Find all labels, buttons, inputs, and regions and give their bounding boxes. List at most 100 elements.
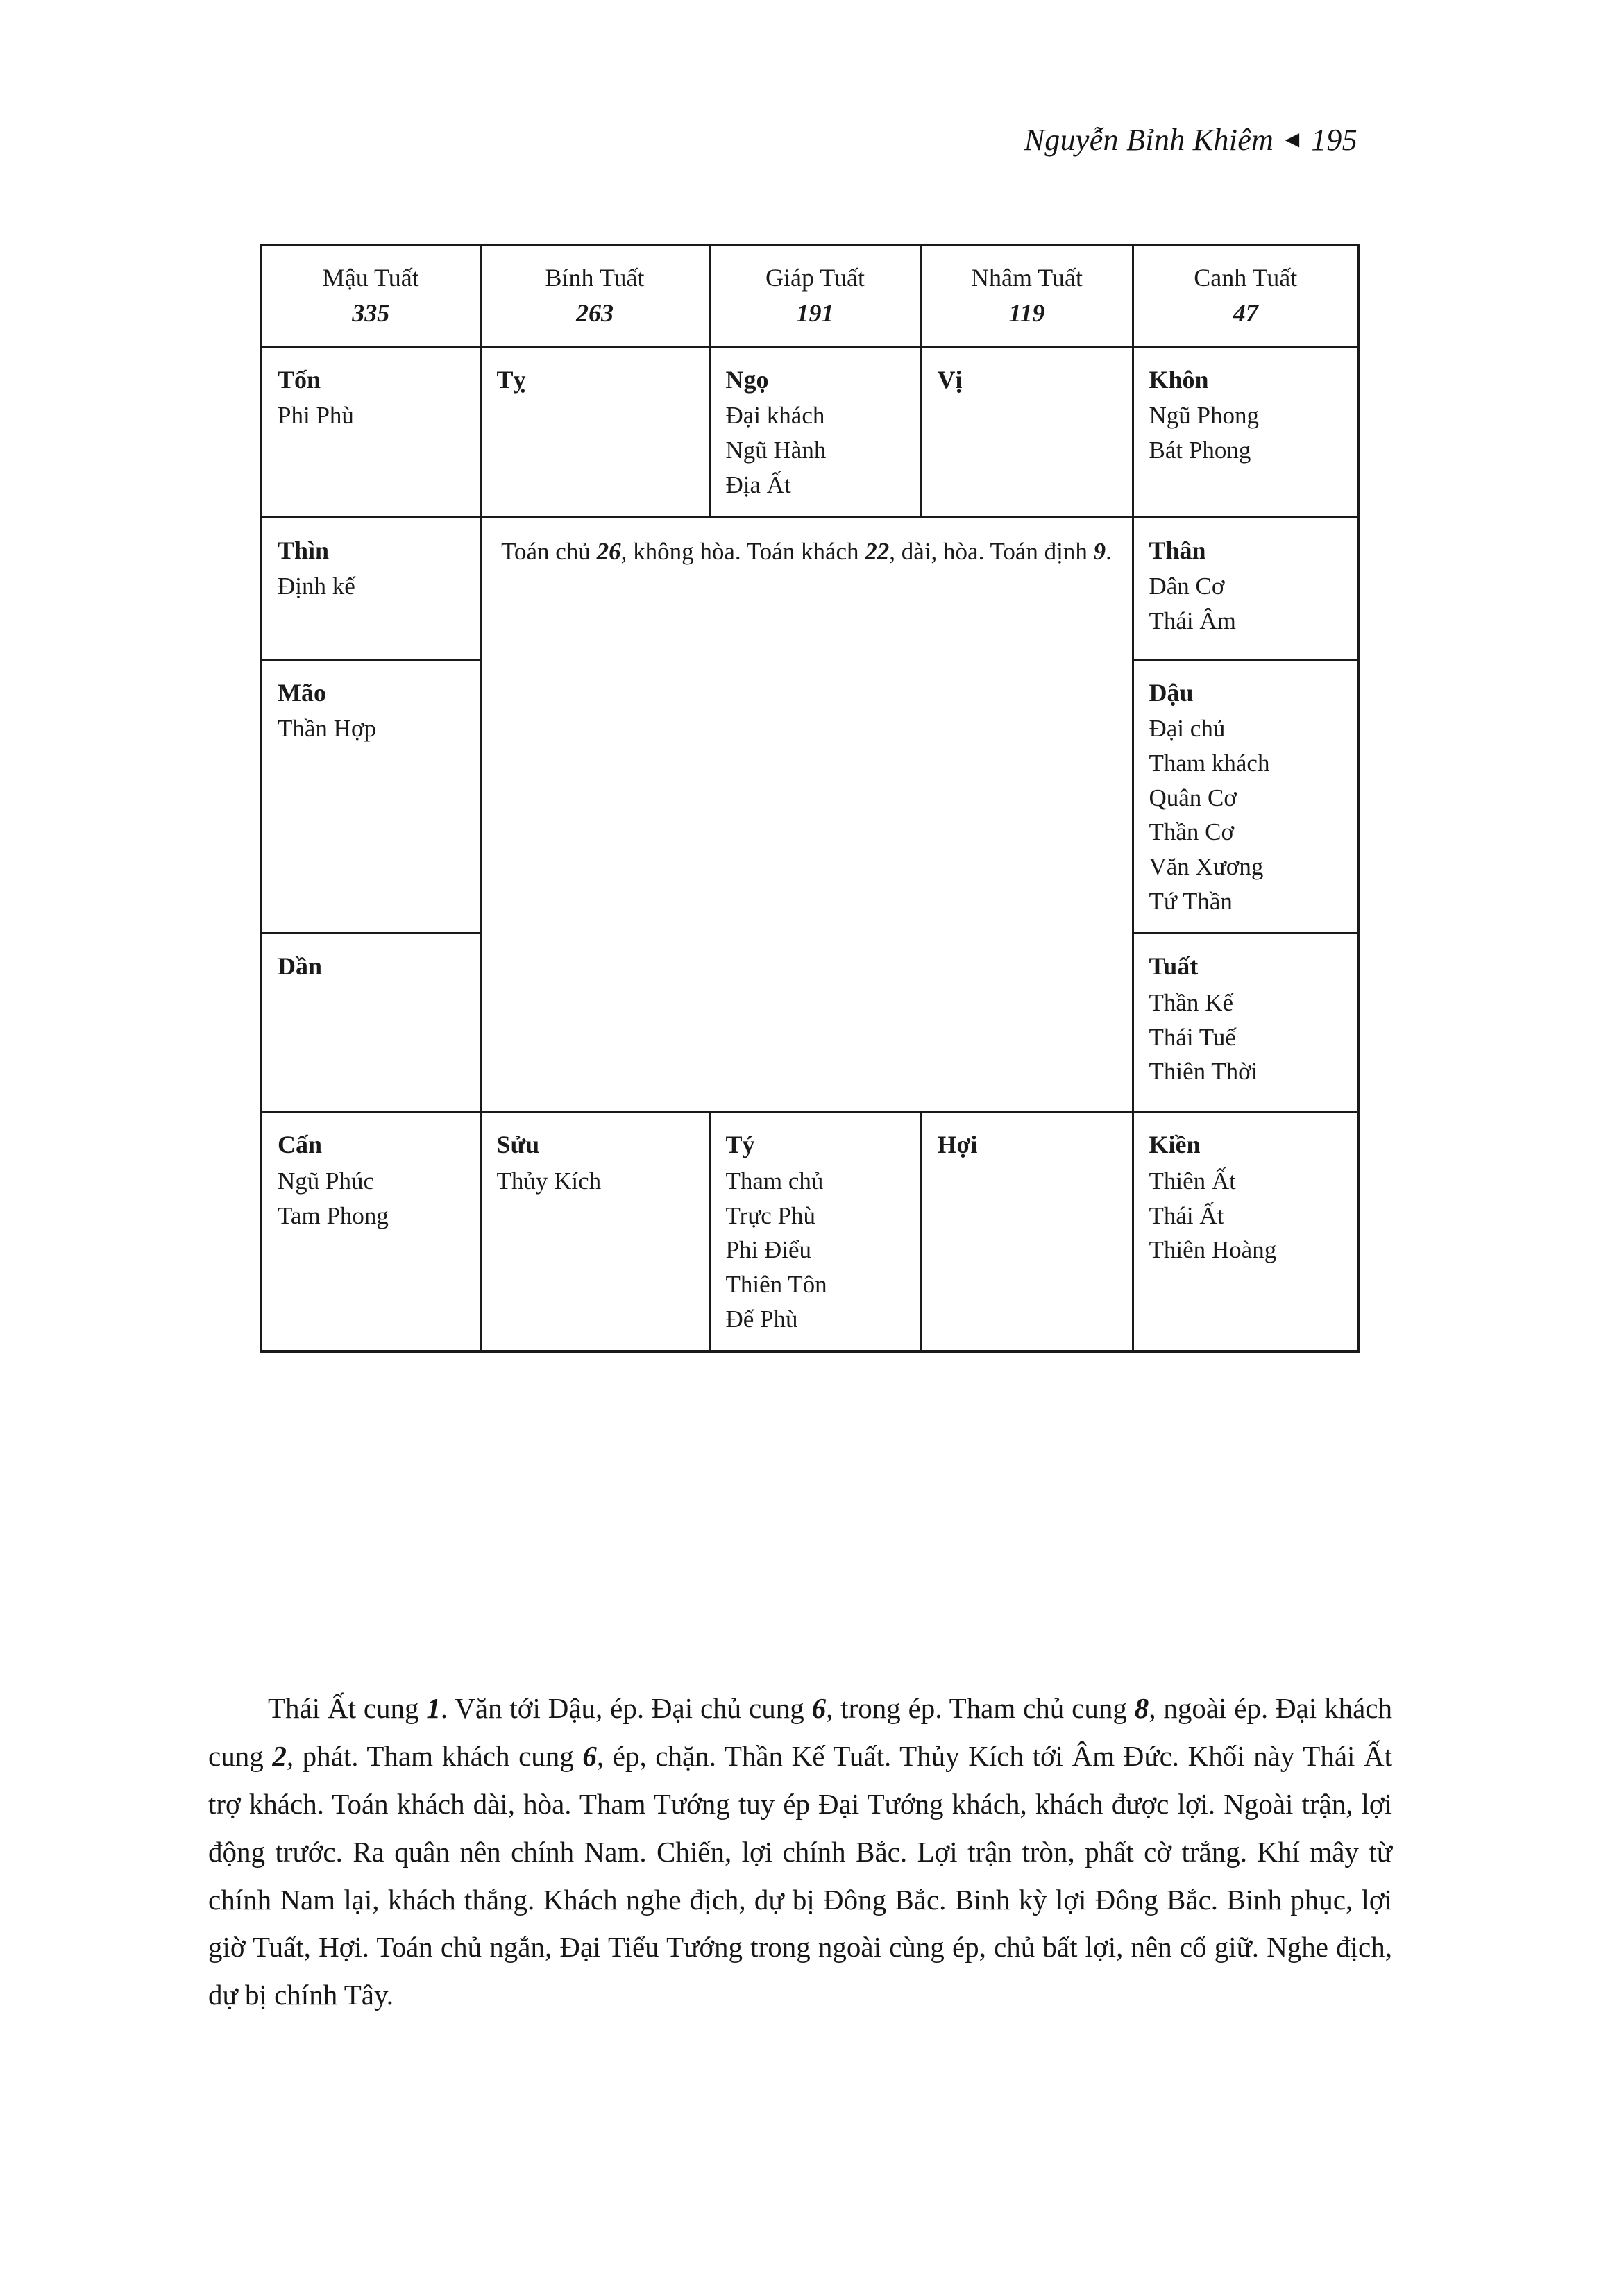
header-cell-name: Bính Tuất: [545, 264, 645, 292]
running-head: Nguyễn Bỉnh Khiêm ◄ 195: [1024, 122, 1357, 158]
cell-thin: Thìn Định kế: [260, 516, 482, 661]
header-cell-number: 335: [352, 298, 390, 327]
cell-title: Kiền: [1149, 1131, 1201, 1159]
cell-merged-summary: Toán chủ 26, không hòa. Toán khách 22, d…: [479, 516, 1134, 1113]
cell-line: Thiên Hoàng: [1149, 1236, 1277, 1264]
cell-lines: Đại chủ Tham khách Quân Cơ Thần Cơ Văn Xương…: [1149, 711, 1343, 918]
para-number-1: 1: [426, 1692, 441, 1724]
cell-kien: Kiền Thiên Ất Thái Ất Thiên Hoàng: [1131, 1111, 1360, 1353]
cell-title: Hợi: [937, 1131, 978, 1159]
cell-suu: Sửu Thủy Kích: [479, 1111, 711, 1353]
cell-title: Tốn: [278, 365, 321, 394]
page-number: 195: [1311, 123, 1357, 157]
cell-title: Thìn: [278, 536, 330, 564]
cell-lines: Dân Cơ Thái Âm: [1149, 569, 1343, 638]
cell-lines: Thủy Kích: [497, 1164, 693, 1199]
cell-dau: Dậu Đại chủ Tham khách Quân Cơ Thần Cơ Văn X…: [1131, 658, 1360, 935]
header-cell-name: Nhâm Tuất: [970, 264, 1083, 292]
cell-line: Thiên Ất: [1149, 1167, 1236, 1195]
cell-lines: Thần Hợp: [278, 711, 464, 746]
summary-number-3: 9: [1093, 537, 1106, 565]
cell-line: Thần Cơ: [1149, 818, 1235, 846]
cell-lines: Đại khách Ngũ Hành Địa Ất: [726, 398, 905, 502]
cell-line: Đại khách: [725, 402, 825, 430]
para-seg-2: , trong ép. Tham chủ cung: [826, 1692, 1135, 1724]
cell-line: Ngũ Phúc: [278, 1167, 375, 1195]
header-cell-number: 191: [796, 298, 834, 327]
para-seg-1: . Văn tới Dậu, ép. Đại chủ cung: [440, 1692, 812, 1724]
cell-title: Khôn: [1149, 365, 1209, 394]
header-cell-name: Mậu Tuất: [322, 264, 419, 292]
running-head-marker-icon: ◄: [1280, 127, 1305, 153]
cell-lines: Tham chủ Trực Phù Phi Điểu Thiên Tôn Đế Phù: [726, 1164, 905, 1336]
summary-mid-2: , dài, hòa. Toán định: [889, 537, 1094, 565]
cell-vi: Vị: [920, 345, 1134, 518]
cell-line: Đế Phù: [725, 1305, 798, 1333]
cell-lines: Thiên Ất Thái Ất Thiên Hoàng: [1149, 1164, 1343, 1267]
cell-title: Tý: [725, 1131, 755, 1159]
header-cell-3: Nhâm Tuất 119: [920, 244, 1134, 348]
summary-suffix: .: [1106, 537, 1112, 565]
cell-line: Thiên Tôn: [725, 1271, 827, 1299]
cell-lines: Phi Phù: [278, 398, 464, 433]
chart-table: Mậu Tuất 335 Bính Tuất 263 Giáp Tuất 191…: [260, 244, 1360, 1353]
para-number-5: 6: [582, 1739, 597, 1772]
cell-lines: Ngũ Phong Bát Phong: [1149, 398, 1343, 467]
header-cell-name: Giáp Tuất: [765, 264, 865, 292]
header-cell-number: 119: [1008, 298, 1045, 327]
para-number-3: 8: [1134, 1692, 1149, 1724]
cell-line: Ngũ Hành: [725, 437, 827, 464]
cell-tuat: Tuất Thần Kế Thái Tuế Thiên Thời: [1131, 932, 1360, 1113]
cell-line: Đại chủ: [1149, 715, 1226, 743]
cell-line: Tứ Thần: [1149, 887, 1233, 915]
running-head-title: Nguyễn Bỉnh Khiêm: [1024, 123, 1274, 157]
cell-title: Ngọ: [725, 365, 769, 394]
cell-line: Thái Ất: [1149, 1201, 1224, 1229]
cell-title: Tỵ: [496, 365, 526, 394]
cell-line: Thần Hợp: [278, 715, 376, 743]
cell-line: Tham chủ: [725, 1167, 824, 1195]
cell-title: Cấn: [278, 1131, 323, 1159]
cell-title: Thân: [1149, 536, 1206, 564]
cell-lines: Định kế: [278, 569, 464, 604]
para-seg-3: , ngoài ép. Đại khách cung: [208, 1692, 1392, 1772]
para-seg-4: , phát. Tham khách cung: [286, 1739, 583, 1772]
cell-ty-zi: Tý Tham chủ Trực Phù Phi Điểu Thiên Tôn Đế P…: [708, 1111, 922, 1353]
cell-title: Dậu: [1149, 678, 1194, 707]
summary-number-1: 26: [596, 537, 621, 565]
header-cell-number: 47: [1233, 298, 1258, 327]
cell-line: Thái Âm: [1149, 607, 1236, 634]
cell-ton: Tốn Phi Phù: [260, 345, 482, 518]
cell-line: Định kế: [278, 573, 355, 600]
body-paragraph: Thái Ất cung 1. Văn tới Dậu, ép. Đại chủ…: [208, 1685, 1392, 2019]
cell-line: Địa Ất: [725, 471, 791, 498]
cell-hoi: Hợi: [920, 1111, 1134, 1353]
cell-khon: Khôn Ngũ Phong Bát Phong: [1131, 345, 1360, 518]
cell-title: Tuất: [1149, 952, 1199, 981]
cell-line: Thủy Kích: [496, 1167, 602, 1195]
summary-mid-1: , không hòa. Toán khách: [620, 537, 865, 565]
cell-dan: Dần: [260, 932, 482, 1113]
divination-chart: Mậu Tuất 335 Bính Tuất 263 Giáp Tuất 191…: [260, 244, 1360, 1353]
cell-line: Phi Điểu: [725, 1236, 811, 1264]
summary-number-2: 22: [865, 537, 890, 565]
merged-summary-text: Toán chủ 26, không hòa. Toán khách 22, d…: [501, 538, 1112, 565]
cell-ty-ti: Tỵ: [479, 345, 711, 518]
cell-lines: Thần Kế Thái Tuế Thiên Thời: [1149, 986, 1343, 1089]
table-row-2: Thìn Định kế Toán chủ 26, không hòa. Toá…: [260, 516, 1360, 1113]
header-cell-number: 263: [576, 298, 614, 327]
cell-line: Quân Cơ: [1149, 784, 1237, 811]
header-cell-name: Canh Tuất: [1194, 264, 1298, 292]
cell-lines: Ngũ Phúc Tam Phong: [278, 1164, 464, 1233]
table-row-5: Cấn Ngũ Phúc Tam Phong Sửu Thủy Kích Tý T…: [260, 1111, 1360, 1353]
cell-line: Dân Cơ: [1149, 573, 1225, 600]
cell-mao: Mão Thần Hợp: [260, 658, 482, 935]
table-header-row: Mậu Tuất 335 Bính Tuất 263 Giáp Tuất 191…: [260, 244, 1360, 348]
cell-line: Phi Phù: [278, 402, 354, 430]
cell-title: Vị: [937, 365, 963, 394]
para-number-4: 2: [272, 1739, 287, 1772]
cell-than: Thân Dân Cơ Thái Âm: [1131, 516, 1360, 661]
para-number-2: 6: [811, 1692, 827, 1724]
cell-ngo: Ngọ Đại khách Ngũ Hành Địa Ất: [708, 345, 922, 518]
